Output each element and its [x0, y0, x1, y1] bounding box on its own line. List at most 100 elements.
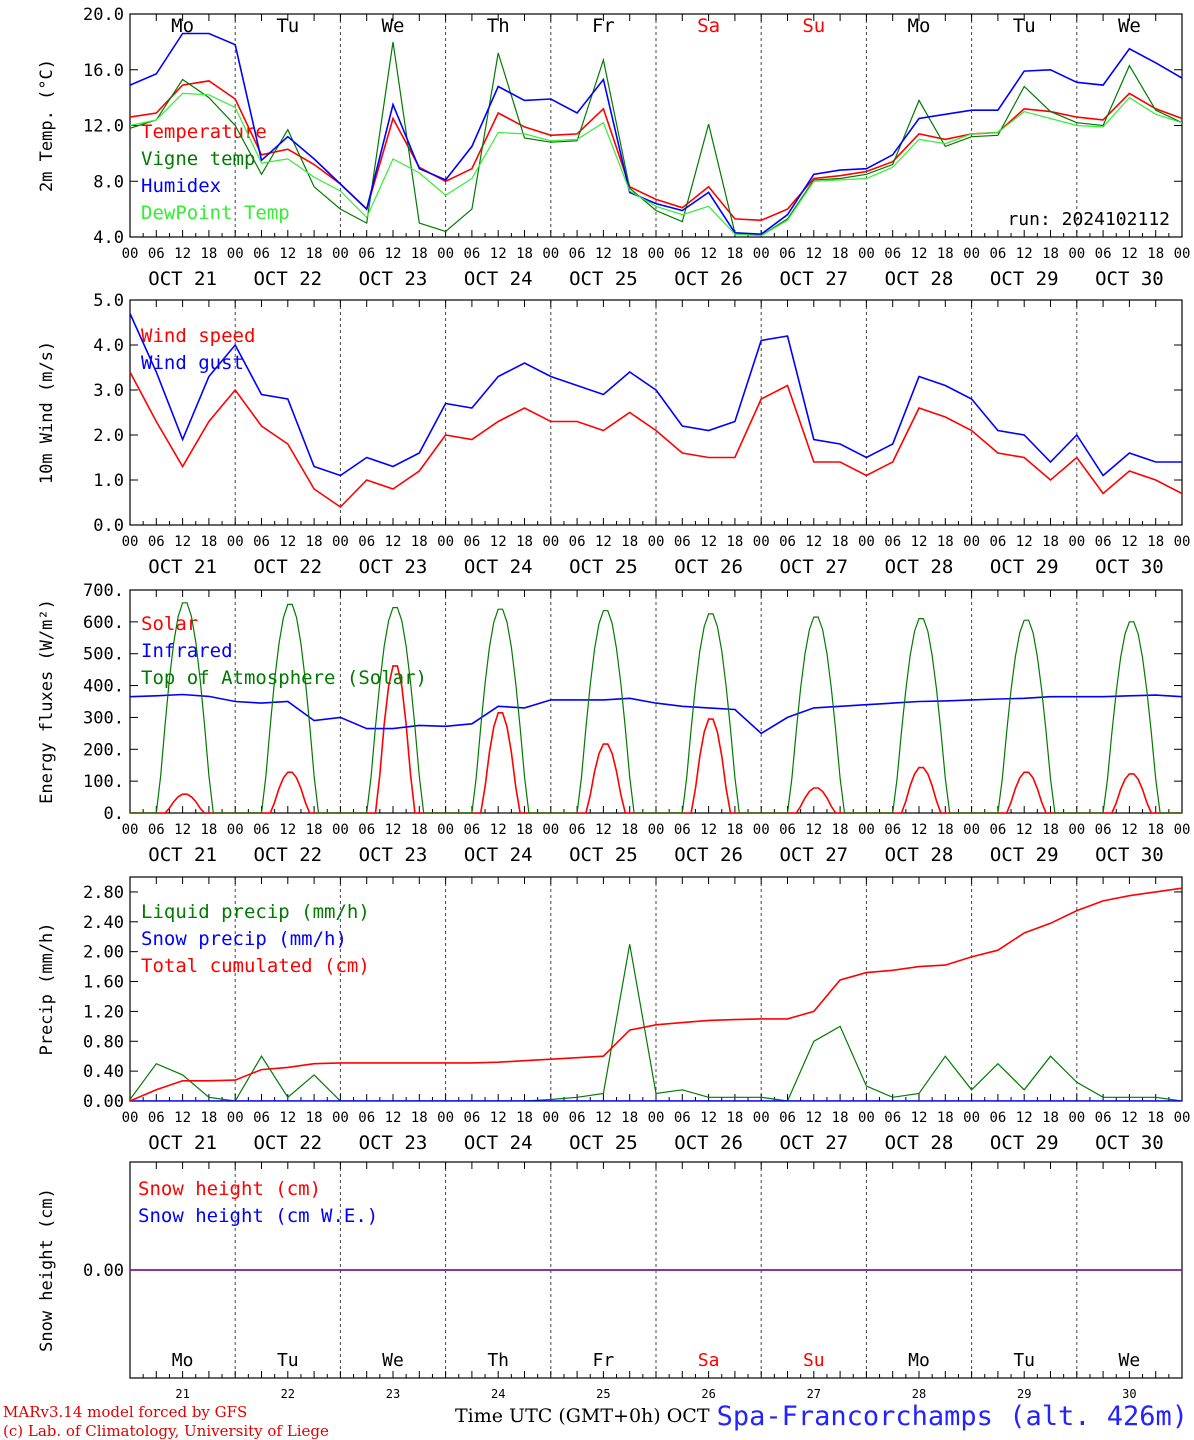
weekday-label: Sa [697, 15, 720, 37]
weekday-label: Fr [592, 15, 615, 37]
x-hour-label: 06 [884, 1110, 901, 1126]
x-hour-label: 18 [1042, 1110, 1059, 1126]
x-hour-label: 18 [306, 534, 323, 550]
x-hour-label: 00 [542, 1110, 559, 1126]
x-hour-label: 06 [253, 1110, 270, 1126]
legend-entry: Humidex [141, 175, 221, 197]
x-hour-label: 12 [385, 822, 402, 838]
x-hour-label: 00 [963, 1110, 980, 1126]
weekday-label: Sa [698, 1350, 720, 1371]
x-hour-label: 00 [542, 534, 559, 550]
x-date-label: OCT 24 [464, 268, 533, 290]
y-tick-label: 16.0 [83, 61, 124, 81]
x-hour-label: 00 [753, 534, 770, 550]
x-hour-label: 12 [385, 534, 402, 550]
x-hour-label: 12 [911, 822, 928, 838]
x-hour-label: 00 [122, 1110, 139, 1126]
y-tick-label: 3.0 [93, 381, 124, 401]
weekday-label: We [382, 1350, 404, 1371]
x-hour-label: 06 [148, 246, 165, 262]
y-tick-label: 0.80 [83, 1032, 124, 1052]
y-tick-label: 300. [83, 708, 124, 728]
x-date-label: OCT 28 [885, 268, 954, 290]
day-number-label: 27 [807, 1387, 821, 1401]
legend-entry: Snow height (cm) [138, 1178, 321, 1200]
x-date-label: OCT 21 [148, 268, 217, 290]
y-axis-label: 2m Temp. (°C) [37, 59, 57, 192]
x-date-label: OCT 21 [148, 556, 217, 578]
x-date-label: OCT 22 [253, 844, 322, 866]
x-hour-label: 12 [1016, 246, 1033, 262]
x-hour-label: 18 [937, 1110, 954, 1126]
y-axis-label: Snow height (cm) [37, 1188, 57, 1352]
x-hour-label: 18 [1147, 822, 1164, 838]
x-hour-label: 00 [227, 822, 244, 838]
y-axis-label: Energy fluxes (W/m²) [37, 599, 57, 804]
x-hour-label: 18 [516, 1110, 533, 1126]
x-hour-label: 06 [989, 246, 1006, 262]
x-date-label: OCT 22 [253, 1132, 322, 1154]
y-tick-label: 600. [83, 613, 124, 633]
weekday-label: Tu [276, 15, 299, 37]
y-tick-label: 0.0 [93, 516, 124, 536]
x-date-label: OCT 23 [359, 556, 428, 578]
x-date-label: OCT 28 [885, 1132, 954, 1154]
y-tick-label: 0.40 [83, 1062, 124, 1082]
x-date-label: OCT 24 [464, 556, 533, 578]
y-axis-label: 10m Wind (m/s) [37, 341, 57, 484]
x-hour-label: 18 [937, 822, 954, 838]
x-date-label: OCT 26 [674, 556, 743, 578]
y-tick-label: 700. [83, 581, 124, 601]
panel-temp: 4.0 8.0 12.0 16.0 20.0 2m Temp. (°C) 00 06 12 18 0… [37, 5, 1190, 290]
x-hour-label: 00 [1068, 534, 1085, 550]
x-hour-label: 06 [253, 246, 270, 262]
x-hour-label: 12 [595, 534, 612, 550]
day-number-label: 28 [912, 1387, 926, 1401]
x-hour-label: 18 [832, 822, 849, 838]
y-tick-label: 400. [83, 677, 124, 697]
x-hour-label: 12 [595, 822, 612, 838]
x-hour-label: 06 [674, 1110, 691, 1126]
x-hour-label: 06 [358, 1110, 375, 1126]
x-hour-label: 12 [1121, 246, 1138, 262]
x-hour-label: 12 [279, 534, 296, 550]
x-hour-label: 06 [884, 534, 901, 550]
x-hour-label: 18 [1147, 1110, 1164, 1126]
run-annotation: run: 2024102112 [1007, 209, 1170, 230]
x-hour-label: 00 [1174, 822, 1191, 838]
x-hour-label: 12 [595, 1110, 612, 1126]
x-hour-label: 18 [200, 1110, 217, 1126]
x-date-label: OCT 26 [674, 268, 743, 290]
x-hour-label: 12 [174, 534, 191, 550]
weekday-label: Mo [172, 1350, 194, 1371]
x-hour-label: 12 [805, 822, 822, 838]
legend-entry: Liquid precip (mm/h) [141, 901, 370, 923]
legend-entry: Total cumulated (cm) [141, 955, 370, 977]
x-hour-label: 06 [569, 822, 586, 838]
x-hour-label: 06 [674, 822, 691, 838]
x-hour-label: 06 [779, 534, 796, 550]
x-hour-label: 18 [621, 534, 638, 550]
x-hour-label: 18 [1042, 822, 1059, 838]
x-hour-label: 18 [411, 822, 428, 838]
x-hour-label: 12 [911, 246, 928, 262]
x-hour-label: 06 [1095, 534, 1112, 550]
x-hour-label: 18 [621, 246, 638, 262]
x-date-label: OCT 30 [1095, 268, 1164, 290]
y-tick-label: 2.80 [83, 883, 124, 903]
x-hour-label: 00 [858, 822, 875, 838]
x-hour-label: 00 [437, 822, 454, 838]
x-hour-label: 00 [753, 246, 770, 262]
x-hour-label: 12 [490, 1110, 507, 1126]
x-hour-label: 00 [648, 822, 665, 838]
x-date-label: OCT 25 [569, 1132, 638, 1154]
x-hour-label: 06 [358, 822, 375, 838]
x-hour-label: 06 [779, 822, 796, 838]
x-hour-label: 18 [411, 246, 428, 262]
day-number-label: 26 [701, 1387, 715, 1401]
series-precip-2 [130, 887, 1182, 1101]
x-hour-label: 18 [726, 534, 743, 550]
x-hour-label: 06 [1095, 246, 1112, 262]
x-hour-label: 12 [911, 1110, 928, 1126]
